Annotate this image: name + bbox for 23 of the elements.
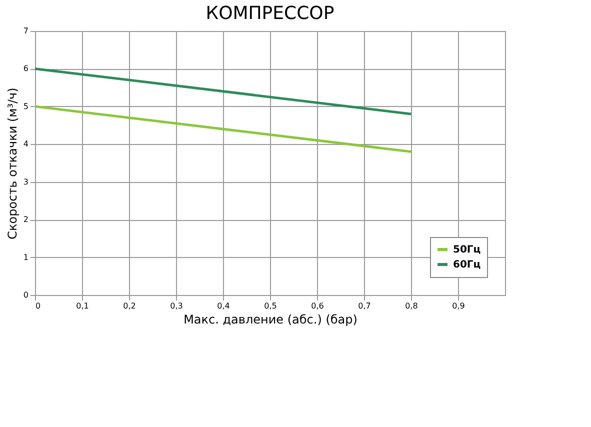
chart-title: КОМПРЕССОР — [206, 3, 334, 24]
x-tick-label: 0,5 — [264, 302, 277, 310]
y-tick-label: 4 — [23, 140, 28, 149]
legend-label: 60Гц — [453, 260, 481, 270]
x-tick-label: 0,6 — [311, 302, 324, 310]
x-tick-label: 0,1 — [76, 302, 89, 310]
legend-label: 50Гц — [453, 244, 481, 256]
x-tick-label: 0,4 — [217, 302, 230, 310]
y-axis-title: Скорость откачки (м³/ч) — [5, 88, 20, 240]
y-tick-label: 5 — [23, 102, 28, 111]
y-tick-label: 1 — [23, 252, 28, 262]
y-tick-label: 2 — [23, 215, 28, 224]
x-tick-label: 0,8 — [405, 302, 418, 310]
y-tick-label: 3 — [23, 177, 28, 186]
x-tick-label: 0 — [36, 302, 41, 310]
y-tick-label: 0 — [23, 290, 28, 300]
y-tick-label: 7 — [23, 26, 28, 36]
x-tick-label: 0,2 — [123, 302, 136, 310]
x-tick-label: 0,3 — [170, 302, 183, 310]
x-axis-title: Макс. давление (абс.) (бар) — [184, 312, 358, 326]
y-tick-label: 6 — [23, 64, 28, 74]
x-tick-label: 0,9 — [452, 302, 465, 310]
x-tick-label: 0,7 — [358, 302, 371, 310]
